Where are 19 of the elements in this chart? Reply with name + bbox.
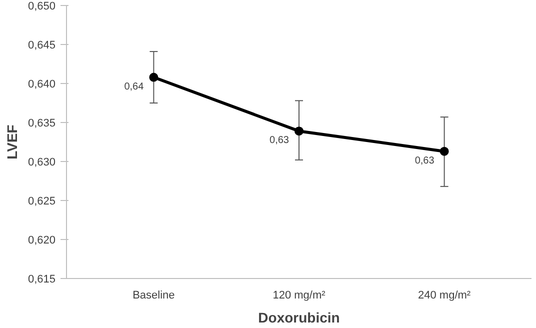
x-tick-label: 240 mg/m² bbox=[418, 290, 471, 302]
y-tick-label: 0,640 bbox=[28, 78, 56, 90]
y-tick-label: 0,620 bbox=[28, 234, 56, 246]
x-axis-title: Doxorubicin bbox=[258, 310, 340, 326]
x-tick-label: Baseline bbox=[132, 290, 175, 302]
y-axis-title: LVEF bbox=[4, 124, 20, 160]
y-tick-label: 0,615 bbox=[28, 274, 56, 286]
data-label: 0,63 bbox=[270, 135, 290, 146]
point bbox=[294, 126, 304, 136]
y-tick-label: 0,630 bbox=[28, 156, 56, 168]
data-label: 0,63 bbox=[414, 155, 435, 166]
y-tick-label: 0,650 bbox=[28, 0, 56, 12]
x-tick-label: 120 mg/m² bbox=[272, 290, 326, 302]
point bbox=[440, 146, 449, 156]
y-tick-label: 0,645 bbox=[28, 40, 56, 52]
y-tick-label: 0,625 bbox=[28, 196, 56, 208]
data-label: 0,64 bbox=[124, 81, 144, 92]
y-tick-label: 0,635 bbox=[28, 118, 56, 130]
point bbox=[149, 72, 158, 82]
